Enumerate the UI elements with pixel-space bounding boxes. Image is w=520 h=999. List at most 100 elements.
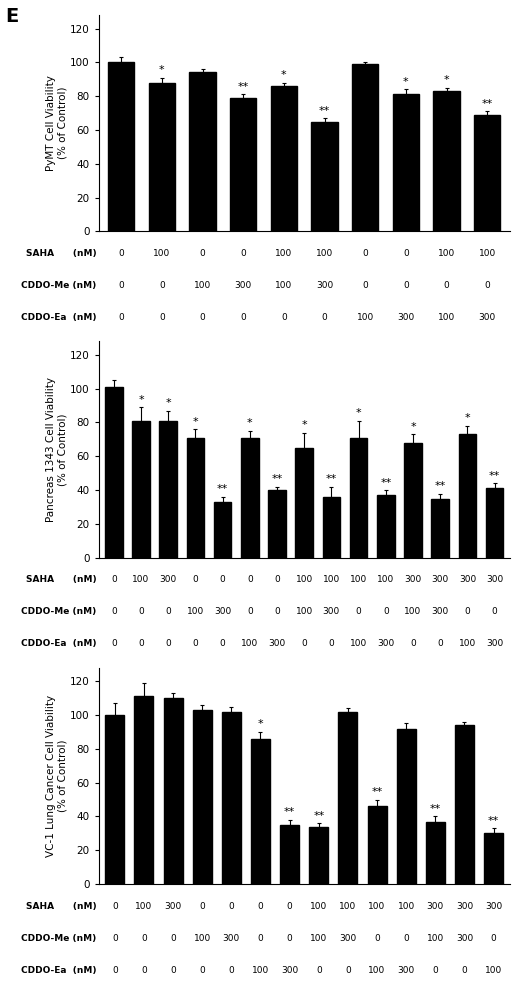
Bar [352,64,379,232]
Bar [159,421,177,557]
Text: 100: 100 [339,901,357,911]
Text: 0: 0 [112,933,118,943]
Text: 0: 0 [138,607,144,616]
Text: 300: 300 [397,313,414,322]
Text: 300: 300 [339,933,357,943]
Bar [149,83,175,232]
Text: **: ** [217,485,228,495]
Text: 100: 100 [133,575,150,584]
Text: 0: 0 [316,965,322,975]
Y-axis label: PyMT Cell Viability
(% of Control): PyMT Cell Viability (% of Control) [46,75,67,171]
Text: 0: 0 [374,933,380,943]
Text: *: * [410,422,416,432]
Text: 0: 0 [491,933,497,943]
Text: 100: 100 [350,575,367,584]
Bar [132,421,150,557]
Text: 100: 100 [368,965,386,975]
Bar [322,497,340,557]
Text: 0: 0 [141,965,147,975]
Text: 0: 0 [444,281,449,290]
Text: 100: 100 [295,575,313,584]
Text: 0: 0 [362,249,368,258]
Text: 0: 0 [257,901,263,911]
Bar [309,826,328,884]
Text: 0: 0 [437,639,443,648]
Text: *: * [138,395,144,405]
Text: 100: 100 [438,249,455,258]
Text: CDDO-Ea  (nM): CDDO-Ea (nM) [21,313,97,322]
Bar [187,438,204,557]
Text: 0: 0 [287,933,293,943]
Text: **: ** [326,475,337,485]
Text: 100: 100 [368,901,386,911]
Bar [459,435,476,557]
Text: 0: 0 [112,901,118,911]
Text: 0: 0 [199,901,205,911]
Y-axis label: VC-1 Lung Cancer Cell Viability
(% of Control): VC-1 Lung Cancer Cell Viability (% of Co… [46,695,67,857]
Text: CDDO-Me (nM): CDDO-Me (nM) [21,933,97,943]
Text: 300: 300 [486,639,503,648]
Text: 0: 0 [220,575,226,584]
Text: 100: 100 [187,607,204,616]
Text: *: * [159,65,165,75]
Text: *: * [464,414,470,424]
Text: 0: 0 [410,639,416,648]
Text: 100: 100 [310,933,328,943]
Bar [108,62,134,232]
Text: 0: 0 [247,607,253,616]
Text: 300: 300 [164,901,181,911]
Bar [404,443,422,557]
Text: 0: 0 [170,933,176,943]
Text: 0: 0 [228,965,234,975]
Text: 0: 0 [228,901,234,911]
Bar [164,698,183,884]
Text: 0: 0 [403,281,409,290]
Bar [350,438,368,557]
Text: *: * [192,417,198,427]
Text: 0: 0 [274,575,280,584]
Text: 0: 0 [111,639,116,648]
Y-axis label: Pancreas 1343 Cell Viability
(% of Control): Pancreas 1343 Cell Viability (% of Contr… [46,377,67,522]
Text: 300: 300 [405,575,422,584]
Bar [135,696,153,884]
Bar [230,98,256,232]
Text: 300: 300 [160,575,177,584]
Text: *: * [281,70,287,80]
Bar [241,438,258,557]
Text: 300: 300 [485,901,502,911]
Text: SAHA      (nM): SAHA (nM) [26,249,97,258]
Bar [393,95,419,232]
Text: **: ** [271,475,282,485]
Text: **: ** [430,804,441,814]
Text: CDDO-Ea  (nM): CDDO-Ea (nM) [21,639,97,648]
Text: 0: 0 [301,639,307,648]
Bar [189,73,216,232]
Text: 100: 100 [194,281,211,290]
Text: 100: 100 [153,249,171,258]
Bar [214,501,231,557]
Text: **: ** [313,811,324,821]
Text: 100: 100 [241,639,258,648]
Bar [106,715,124,884]
Bar [268,491,286,557]
Text: 0: 0 [281,313,287,322]
Text: **: ** [238,82,249,92]
Text: 300: 300 [377,639,395,648]
Text: 300: 300 [235,281,252,290]
Text: 100: 100 [398,901,415,911]
Text: SAHA      (nM): SAHA (nM) [26,901,97,911]
Text: 100: 100 [323,575,340,584]
Text: 300: 300 [427,901,444,911]
Text: 0: 0 [462,965,467,975]
Bar [193,710,212,884]
Text: 0: 0 [118,281,124,290]
Bar [486,489,503,557]
Text: CDDO-Me (nM): CDDO-Me (nM) [21,281,97,290]
Text: 0: 0 [433,965,438,975]
Bar [270,86,297,232]
Bar [105,387,123,557]
Bar [455,725,474,884]
Text: 0: 0 [383,607,388,616]
Text: 100: 100 [459,639,476,648]
Text: 100: 100 [350,639,367,648]
